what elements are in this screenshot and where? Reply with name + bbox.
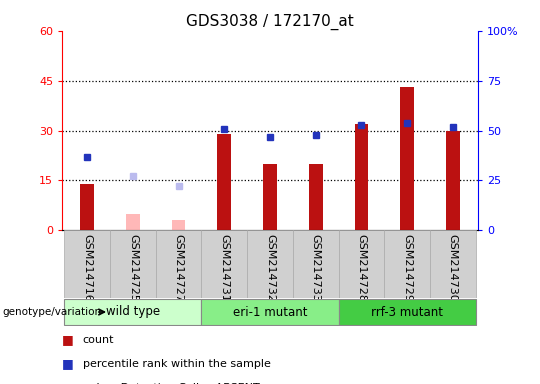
Text: ■: ■ [62,333,74,346]
Bar [201,230,247,298]
Text: GSM214725: GSM214725 [128,234,138,302]
Text: GSM214727: GSM214727 [174,234,184,302]
Bar [309,164,322,230]
Text: wild type: wild type [106,306,160,318]
Bar [110,230,156,298]
Bar [218,134,231,230]
Bar [446,131,460,230]
Bar [263,164,277,230]
Text: ■: ■ [62,358,74,371]
Bar [339,299,476,325]
Bar [384,230,430,298]
Text: count: count [83,335,114,345]
Text: GSM214729: GSM214729 [402,234,412,302]
Bar [400,87,414,230]
Bar [64,230,110,298]
Text: ■: ■ [62,382,74,384]
Bar [355,124,368,230]
Bar [430,230,476,298]
Bar [247,230,293,298]
Bar [64,299,201,325]
Text: GSM214730: GSM214730 [448,234,458,301]
Bar [126,214,140,230]
Text: GDS3038 / 172170_at: GDS3038 / 172170_at [186,13,354,30]
Text: GSM214716: GSM214716 [82,234,92,301]
Text: GSM214733: GSM214733 [310,234,321,301]
Text: genotype/variation: genotype/variation [3,307,102,317]
Bar [293,230,339,298]
Text: GSM214728: GSM214728 [356,234,366,302]
Text: rrf-3 mutant: rrf-3 mutant [371,306,443,318]
Bar [201,299,339,325]
Text: percentile rank within the sample: percentile rank within the sample [83,359,271,369]
Text: GSM214732: GSM214732 [265,234,275,302]
Text: value, Detection Call = ABSENT: value, Detection Call = ABSENT [83,383,259,384]
Text: eri-1 mutant: eri-1 mutant [233,306,307,318]
Bar [80,184,94,230]
Text: GSM214731: GSM214731 [219,234,230,301]
Bar [172,220,185,230]
Bar [339,230,384,298]
Bar [156,230,201,298]
